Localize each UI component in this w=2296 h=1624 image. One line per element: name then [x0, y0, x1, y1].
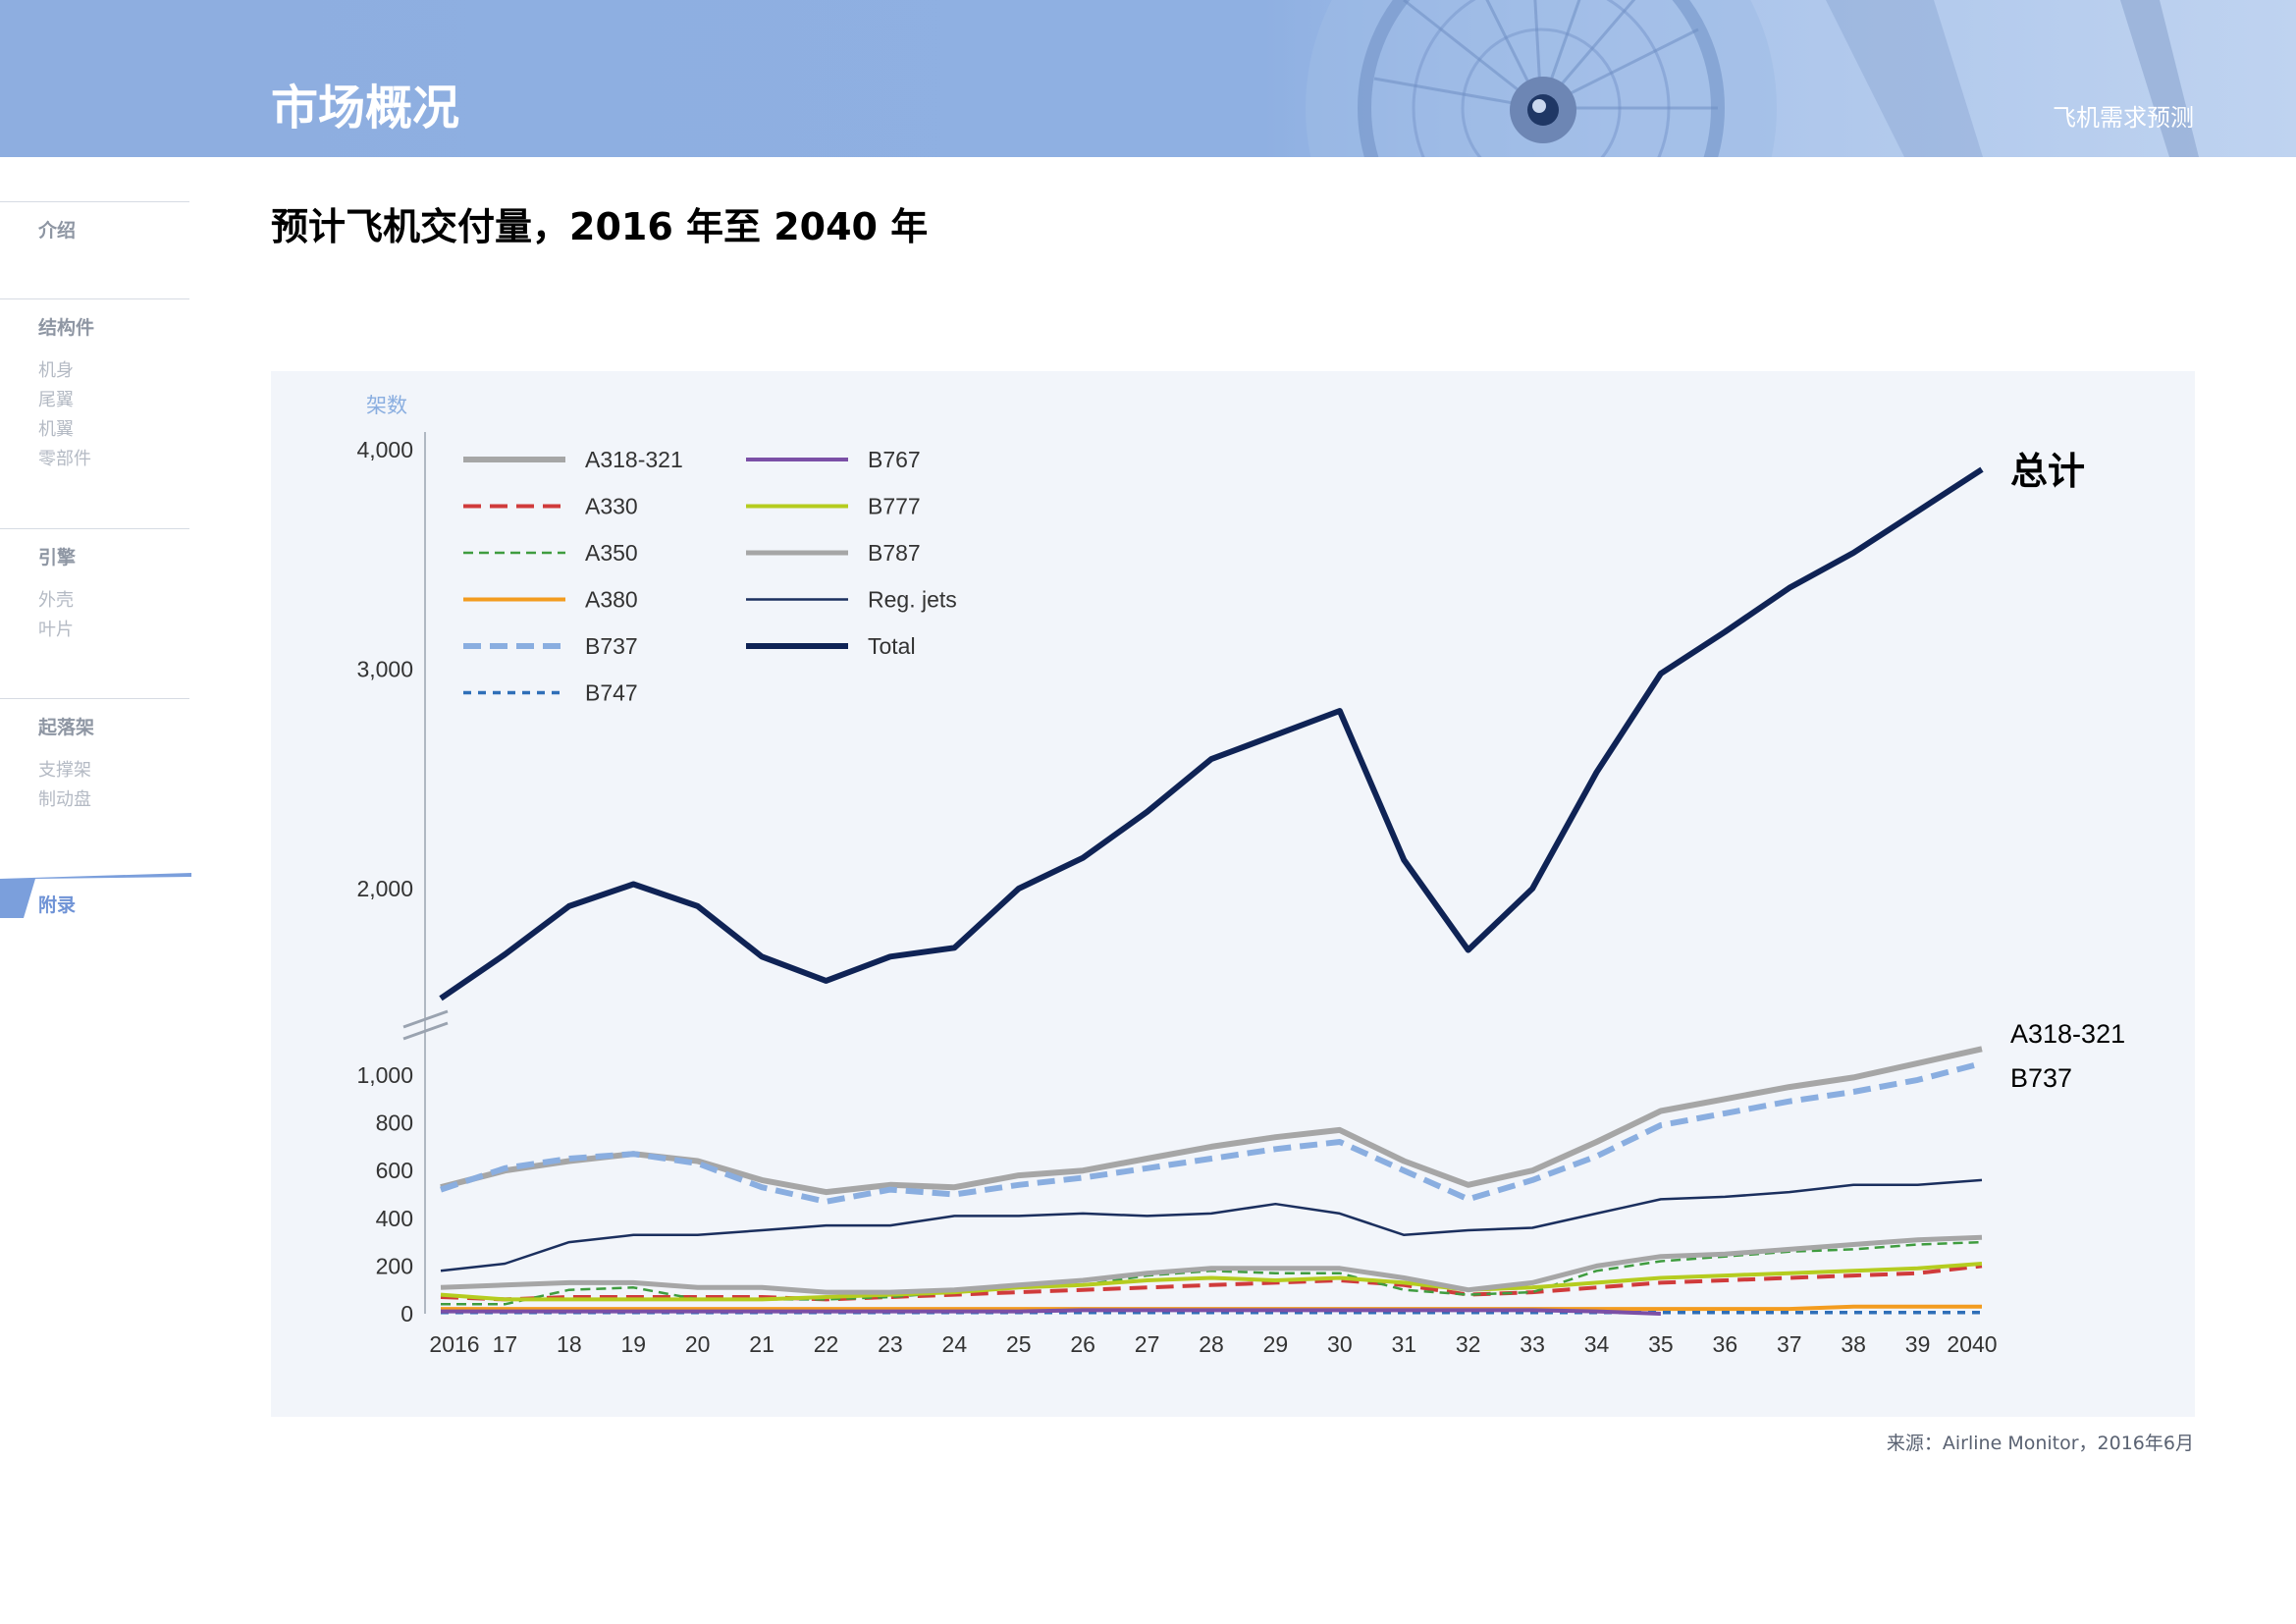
- x-tick-label: 25: [1006, 1331, 1032, 1357]
- annotation-b737: B737: [2010, 1063, 2072, 1093]
- nav-section-title[interactable]: 介绍: [38, 220, 77, 242]
- x-tick-label: 21: [749, 1331, 774, 1357]
- x-tick-label: 19: [620, 1331, 646, 1357]
- nav-section-intro[interactable]: 介绍: [0, 201, 189, 291]
- series-line-total: [439, 466, 1984, 1001]
- x-tick-label: 29: [1263, 1331, 1289, 1357]
- x-tick-label: 23: [878, 1331, 903, 1357]
- source-note: 来源：Airline Monitor，2016年6月: [1886, 1433, 2194, 1454]
- x-tick-label: 33: [1520, 1331, 1545, 1357]
- x-tick-label: 24: [942, 1331, 968, 1357]
- x-tick-label: 37: [1777, 1331, 1802, 1357]
- x-tick-label: 27: [1135, 1331, 1160, 1357]
- legend-label: B787: [868, 540, 921, 566]
- page-title: 市场概况: [271, 81, 460, 135]
- x-tick-label: 22: [814, 1331, 839, 1357]
- series-line-b737: [440, 1059, 1983, 1205]
- legend-label: B767: [868, 447, 921, 472]
- nav-item[interactable]: 支撑架: [38, 760, 91, 781]
- legend-label: Reg. jets: [868, 587, 957, 613]
- nav-item[interactable]: 制动盘: [38, 789, 91, 810]
- chart-panel: 架数 0 200 400 600 800 1,000 2,000 3,000 4,000 2016 1…: [271, 371, 2195, 1417]
- legend-label: A330: [585, 494, 638, 519]
- nav-section-structure[interactable]: 结构件 机身 尾翼 机翼 零部件: [0, 298, 189, 520]
- x-tick-label: 38: [1841, 1331, 1866, 1357]
- series-line-b767: [441, 1308, 1661, 1316]
- series-line-b777: [440, 1262, 1983, 1302]
- legend-label: A350: [585, 540, 638, 566]
- series-line-b787: [440, 1234, 1983, 1295]
- y-tick-label: 200: [376, 1253, 413, 1278]
- x-tick-label: 39: [1905, 1331, 1931, 1357]
- header-banner: 市场概况 飞机需求预测: [0, 0, 2296, 157]
- y-tick-label: 4,000: [356, 437, 413, 462]
- x-tick-label: 32: [1456, 1331, 1481, 1357]
- y-tick-label: 600: [376, 1158, 413, 1183]
- nav-item[interactable]: 机翼: [38, 419, 74, 440]
- active-tab-marker: [0, 873, 191, 918]
- y-tick-label: 800: [376, 1110, 413, 1136]
- legend-label: B737: [585, 633, 638, 659]
- x-tick-label: 2016: [429, 1331, 479, 1357]
- engine-image: [1306, 0, 1777, 157]
- nav-item[interactable]: 叶片: [38, 620, 74, 640]
- y-tick-label: 400: [376, 1206, 413, 1231]
- page-subtitle: 飞机需求预测: [2053, 104, 2194, 132]
- x-tick-label: 20: [685, 1331, 711, 1357]
- series-line-a330: [440, 1264, 1983, 1302]
- nav-item[interactable]: 外壳: [38, 590, 74, 611]
- y-tick-label: 2,000: [356, 876, 413, 901]
- axis-break-mark: [402, 1009, 449, 1029]
- legend-label: Total: [868, 633, 916, 659]
- y-axis-label: 架数: [366, 395, 407, 417]
- axis-break-mark: [402, 1021, 449, 1041]
- nav-section-title[interactable]: 结构件: [38, 317, 95, 339]
- nav-section-engine[interactable]: 引擎 外壳 叶片: [0, 528, 189, 691]
- x-tick-label: 36: [1713, 1331, 1738, 1357]
- sidebar-nav: 介绍 结构件 机身 尾翼 机翼 零部件 引擎 外壳 叶片 起落架 支撑架 制动盘…: [0, 157, 191, 1139]
- y-tick-label: 3,000: [356, 657, 413, 682]
- y-tick-label: 0: [400, 1301, 413, 1326]
- nav-section-title[interactable]: 引擎: [38, 547, 77, 568]
- x-tick-label: 18: [557, 1331, 582, 1357]
- nav-section-landing-gear[interactable]: 起落架 支撑架 制动盘: [0, 698, 189, 866]
- line-chart: 架数 0 200 400 600 800 1,000 2,000 3,000 4,000 2016 1…: [356, 395, 2125, 1357]
- nav-item[interactable]: 零部件: [38, 449, 91, 469]
- series-line-a318-321: [440, 1046, 1983, 1196]
- annotation-total: 总计: [2010, 452, 2085, 493]
- x-tick-label: 28: [1199, 1331, 1224, 1357]
- legend-label: A318-321: [585, 447, 683, 472]
- annotation-a318: A318-321: [2010, 1019, 2125, 1049]
- series-line-reg-jets: [440, 1178, 1983, 1272]
- engine-strut-image: [1826, 0, 2199, 157]
- nav-item[interactable]: 机身: [38, 360, 74, 381]
- x-tick-label: 2040: [1947, 1331, 1997, 1357]
- legend-label: A380: [585, 587, 638, 613]
- nav-section-title-active[interactable]: 附录: [38, 894, 77, 916]
- legend-label: B747: [585, 680, 638, 706]
- legend-label: B777: [868, 494, 921, 519]
- y-tick-label: 1,000: [356, 1062, 413, 1088]
- chart-title: 预计飞机交付量，2016 年至 2040 年: [271, 205, 929, 248]
- x-tick-label: 35: [1648, 1331, 1674, 1357]
- x-tick-label: 17: [493, 1331, 518, 1357]
- x-tick-label: 26: [1070, 1331, 1095, 1357]
- x-tick-label: 34: [1584, 1331, 1610, 1357]
- x-tick-label: 31: [1391, 1331, 1416, 1357]
- nav-section-appendix[interactable]: 附录: [0, 869, 191, 928]
- nav-item[interactable]: 尾翼: [38, 390, 74, 410]
- x-tick-label: 30: [1327, 1331, 1353, 1357]
- nav-section-title[interactable]: 起落架: [38, 717, 95, 738]
